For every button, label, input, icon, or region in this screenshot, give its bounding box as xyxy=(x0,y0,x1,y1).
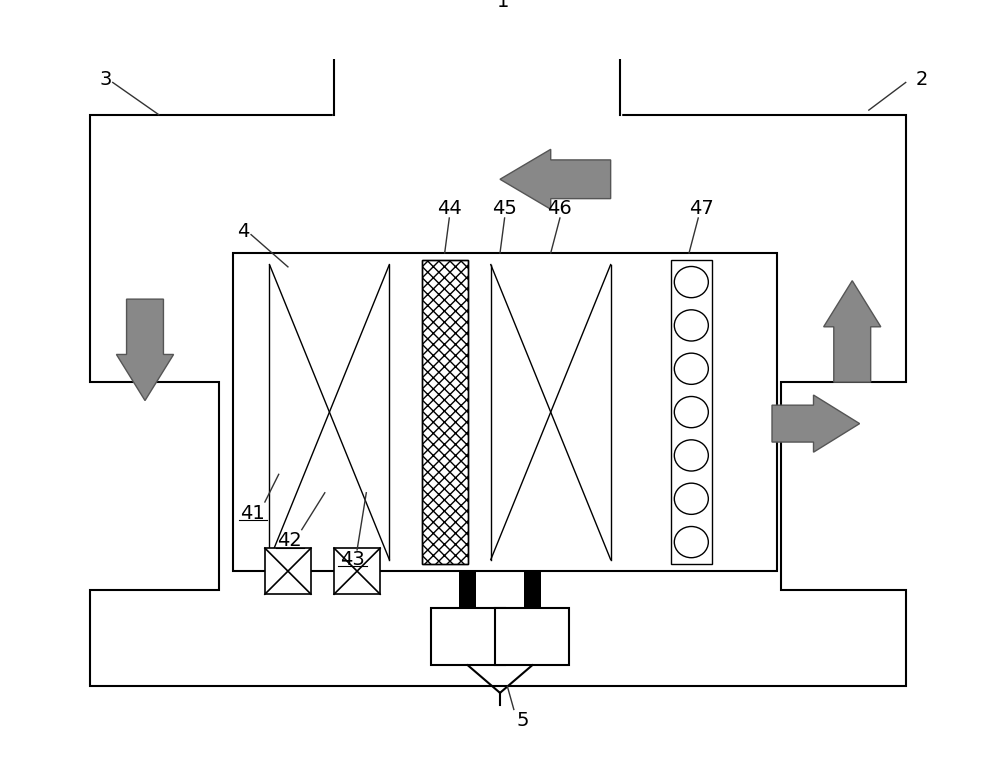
Ellipse shape xyxy=(674,396,708,427)
Bar xyxy=(459,571,476,608)
Polygon shape xyxy=(772,395,860,452)
Text: 45: 45 xyxy=(492,199,517,218)
Ellipse shape xyxy=(674,353,708,385)
Text: 44: 44 xyxy=(437,199,462,218)
Text: 42: 42 xyxy=(277,531,302,550)
Ellipse shape xyxy=(674,483,708,514)
Text: 41: 41 xyxy=(241,504,265,523)
Text: 2: 2 xyxy=(916,70,928,89)
Bar xyxy=(422,261,468,564)
Text: 3: 3 xyxy=(99,70,112,89)
Text: 43: 43 xyxy=(340,550,365,569)
Bar xyxy=(334,23,620,115)
Bar xyxy=(233,253,777,571)
Text: 47: 47 xyxy=(689,199,713,218)
Bar xyxy=(422,261,468,564)
Ellipse shape xyxy=(674,526,708,558)
Bar xyxy=(524,571,541,608)
Ellipse shape xyxy=(674,440,708,471)
Bar xyxy=(495,608,569,665)
Bar xyxy=(334,548,380,594)
Bar xyxy=(671,261,712,564)
Text: 1: 1 xyxy=(497,0,509,11)
Text: 4: 4 xyxy=(237,222,250,241)
Ellipse shape xyxy=(674,267,708,298)
Text: 46: 46 xyxy=(548,199,572,218)
Polygon shape xyxy=(500,149,611,209)
Polygon shape xyxy=(824,281,881,382)
Bar xyxy=(431,608,505,665)
Polygon shape xyxy=(116,300,174,401)
Bar xyxy=(265,548,311,594)
Ellipse shape xyxy=(674,310,708,341)
Text: 5: 5 xyxy=(517,711,529,730)
Polygon shape xyxy=(90,115,906,686)
